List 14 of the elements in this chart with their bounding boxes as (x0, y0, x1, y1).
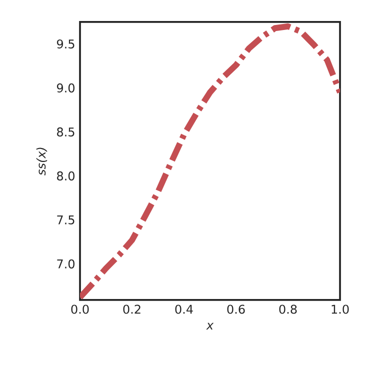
y-tick-label: 8.0 (57, 171, 74, 180)
x-tick-label: 0.6 (227, 304, 245, 314)
x-tick-label: 0.8 (279, 304, 297, 314)
x-tick-label: 0.2 (123, 304, 140, 314)
y-tick-label: 9.5 (56, 39, 74, 49)
x-tick-label: 0.4 (175, 304, 193, 314)
y-tick-label: 9.0 (56, 83, 74, 93)
y-tick-label: 7.5 (57, 215, 74, 224)
y-axis-title: ss(x) (36, 148, 48, 176)
x-tick-label: 0.0 (71, 304, 89, 314)
x-axis-title: x (206, 322, 214, 330)
y-tick-label: 8.5 (57, 127, 74, 136)
y-tick-label: 7.0 (57, 259, 74, 268)
x-tick-label: 1.0 (332, 304, 349, 314)
